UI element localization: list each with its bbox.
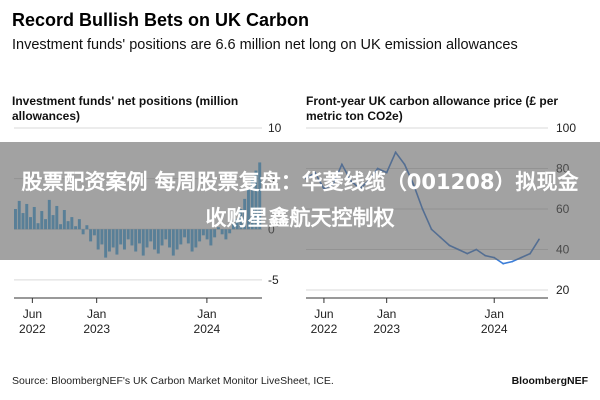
chart-subtitle: Investment funds' positions are 6.6 mill…: [12, 37, 518, 53]
chart-title: Record Bullish Bets on UK Carbon: [12, 10, 310, 30]
x-tick-label: Jan: [485, 307, 504, 321]
x-tick-label: 2024: [194, 322, 221, 336]
price-point: [502, 262, 505, 265]
overlay-headline[interactable]: 股票配资案例 每周股票复盘：华菱线缆（001208）拟现金收购星鑫航天控制权: [21, 170, 579, 230]
overlay-banner: 股票配资案例 每周股票复盘：华菱线缆（001208）拟现金收购星鑫航天控制权: [0, 142, 600, 260]
x-tick-label: 2024: [481, 322, 508, 336]
price-point: [511, 260, 513, 263]
x-tick-label: 2023: [83, 322, 110, 336]
x-tick-label: 2022: [19, 322, 46, 336]
x-tick-label: Jun: [23, 307, 42, 321]
x-tick-label: Jun: [314, 307, 333, 321]
left-panel-title: Investment funds' net positions (million…: [12, 94, 239, 123]
source-note: Source: BloombergNEF's UK Carbon Market …: [12, 375, 334, 387]
x-tick-label: Jan: [377, 307, 396, 321]
x-tick-label: Jan: [87, 307, 106, 321]
x-tick-label: 2023: [373, 322, 400, 336]
y-tick-label: 100: [556, 121, 576, 135]
y-tick-label: -5: [268, 273, 279, 287]
right-panel-title: Front-year UK carbon allowance price (£ …: [306, 94, 559, 123]
y-tick-label: 10: [268, 121, 282, 135]
x-tick-label: Jan: [197, 307, 216, 321]
x-tick-label: 2022: [311, 322, 338, 336]
y-tick-label: 20: [556, 283, 570, 297]
brand-logo: BloombergNEF: [511, 375, 588, 387]
